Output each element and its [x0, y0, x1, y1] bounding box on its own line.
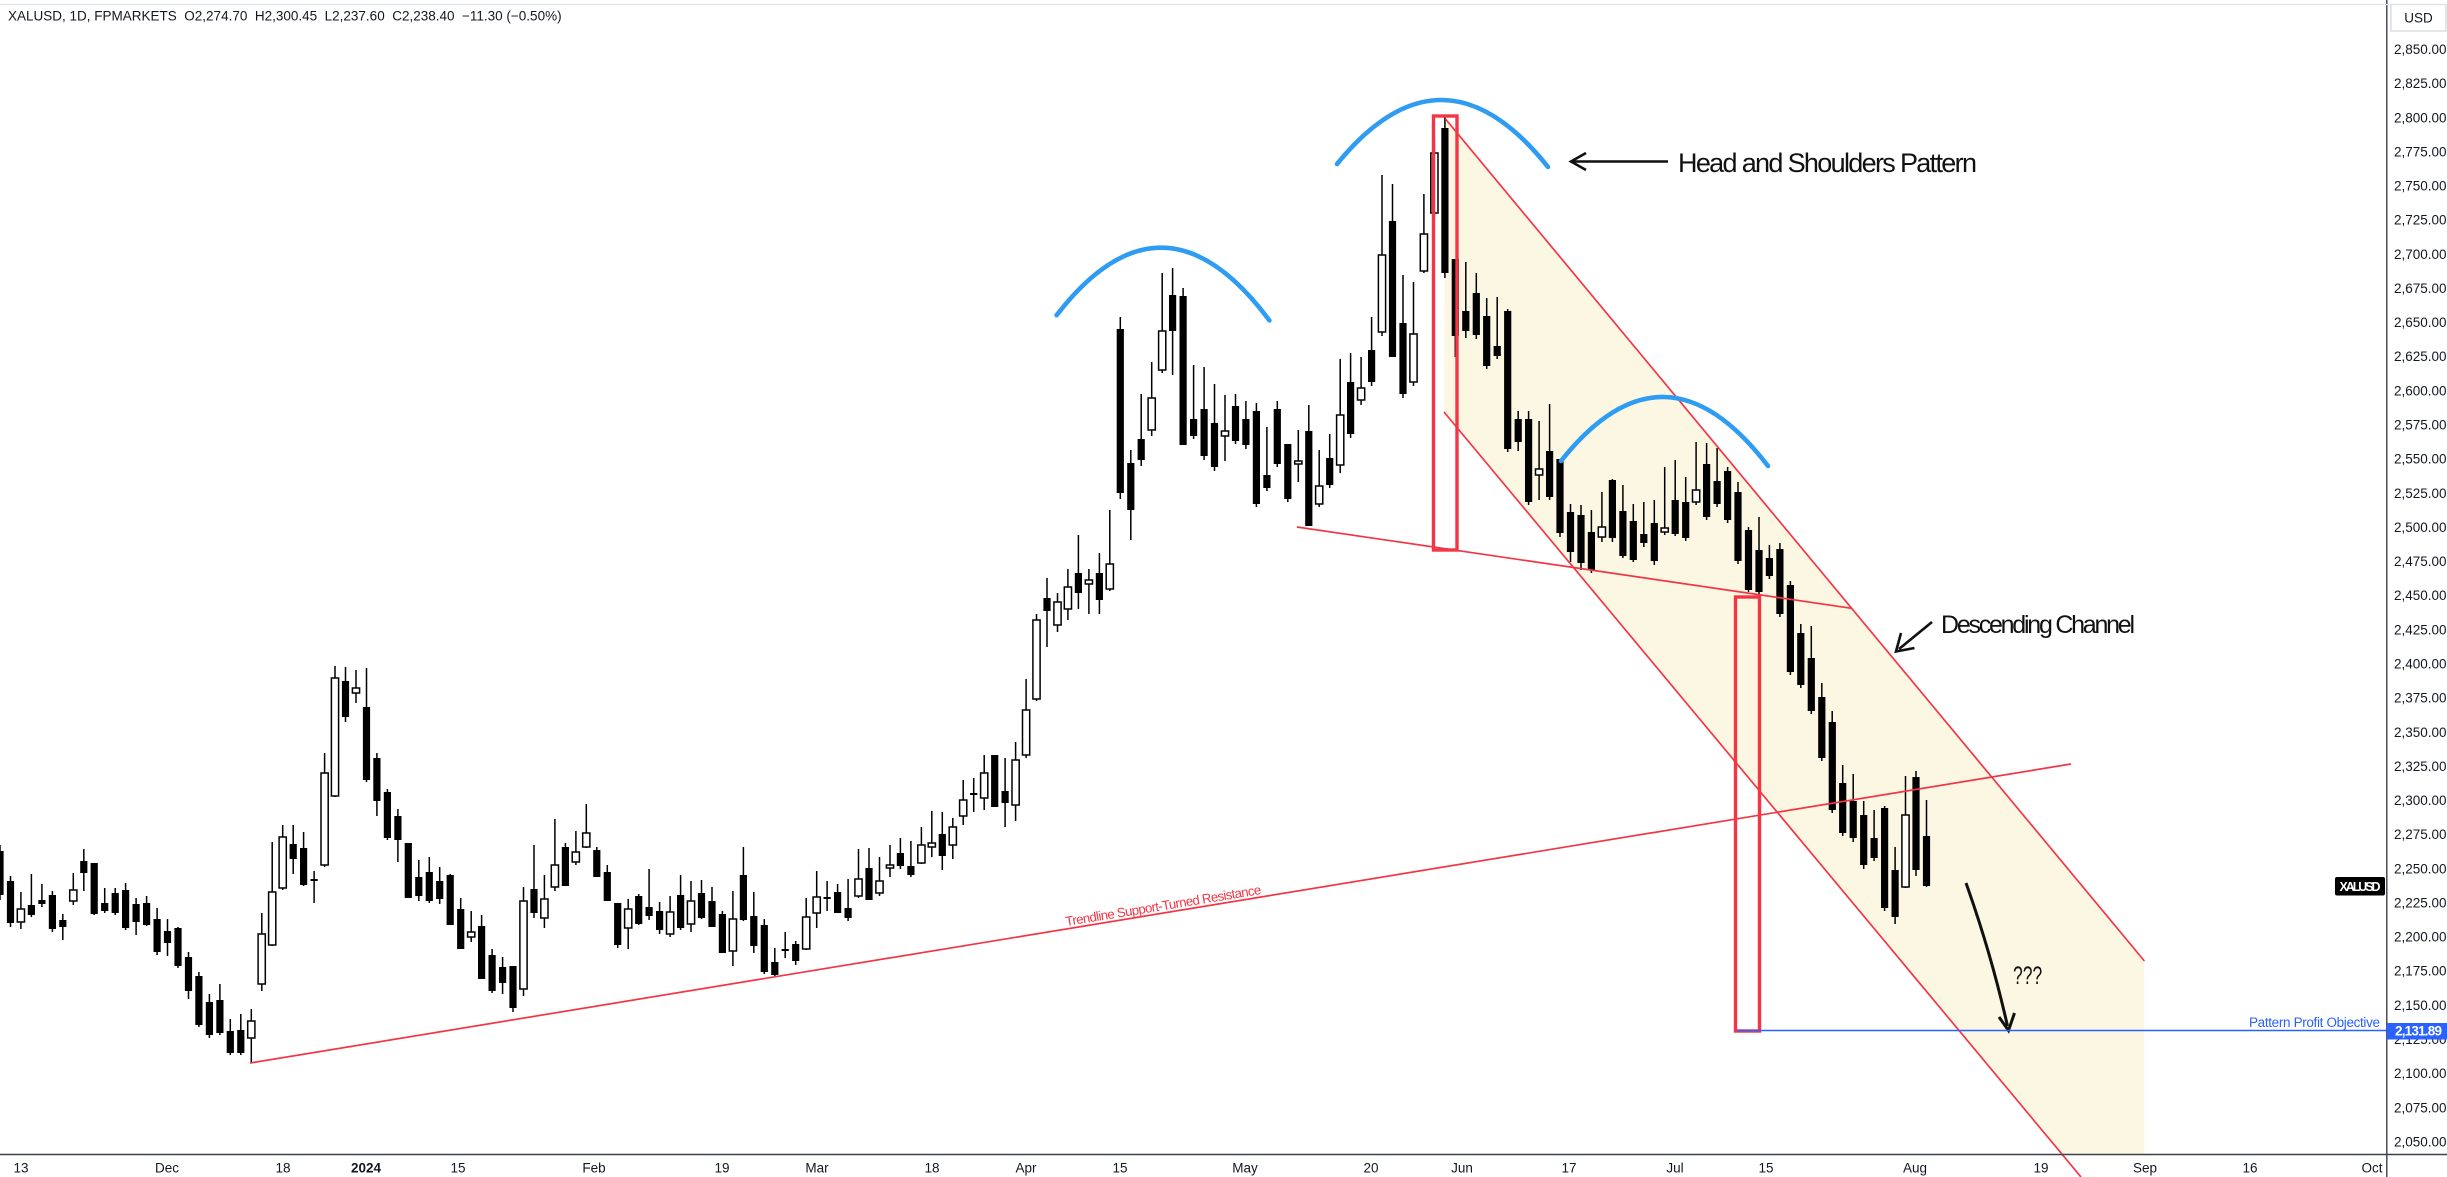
svg-text:2,250.00: 2,250.00 [2394, 861, 2447, 876]
svg-text:2,300.00: 2,300.00 [2394, 793, 2447, 808]
svg-text:2,475.00: 2,475.00 [2394, 554, 2447, 569]
svg-text:2,550.00: 2,550.00 [2394, 452, 2447, 467]
svg-text:2,650.00: 2,650.00 [2394, 315, 2447, 330]
svg-text:Mar: Mar [805, 1161, 829, 1176]
svg-text:Oct: Oct [2361, 1161, 2382, 1176]
svg-text:Sep: Sep [2133, 1161, 2157, 1176]
svg-text:19: 19 [714, 1161, 729, 1176]
svg-text:2,325.00: 2,325.00 [2394, 759, 2447, 774]
svg-text:2,575.00: 2,575.00 [2394, 418, 2447, 433]
svg-text:2,225.00: 2,225.00 [2394, 895, 2447, 910]
svg-text:2,800.00: 2,800.00 [2394, 110, 2447, 125]
svg-text:XALUSD, 1D, FPMARKETS O2,274.: XALUSD, 1D, FPMARKETS O2,274.70 H2,300.4… [8, 9, 562, 24]
svg-text:2,775.00: 2,775.00 [2394, 144, 2447, 159]
svg-text:2,350.00: 2,350.00 [2394, 725, 2447, 740]
svg-text:Jun: Jun [1451, 1161, 1473, 1176]
svg-text:???: ??? [2013, 961, 2042, 990]
svg-text:Pattern Profit Objective: Pattern Profit Objective [2249, 1015, 2380, 1030]
svg-text:17: 17 [1561, 1161, 1576, 1176]
svg-text:2,075.00: 2,075.00 [2394, 1100, 2447, 1115]
svg-text:2,725.00: 2,725.00 [2394, 213, 2447, 228]
svg-text:Feb: Feb [582, 1161, 605, 1176]
svg-text:2,050.00: 2,050.00 [2394, 1134, 2447, 1149]
svg-text:18: 18 [275, 1161, 290, 1176]
svg-text:2,275.00: 2,275.00 [2394, 827, 2447, 842]
svg-text:18: 18 [924, 1161, 939, 1176]
svg-text:2,500.00: 2,500.00 [2394, 520, 2447, 535]
svg-text:2,525.00: 2,525.00 [2394, 486, 2447, 501]
svg-text:2,675.00: 2,675.00 [2394, 281, 2447, 296]
svg-text:2,200.00: 2,200.00 [2394, 930, 2447, 945]
svg-text:2,700.00: 2,700.00 [2394, 247, 2447, 262]
svg-text:2,375.00: 2,375.00 [2394, 691, 2447, 706]
svg-text:15: 15 [1758, 1161, 1773, 1176]
svg-text:Jul: Jul [1666, 1161, 1683, 1176]
svg-text:2,600.00: 2,600.00 [2394, 383, 2447, 398]
svg-text:16: 16 [2242, 1161, 2257, 1176]
svg-text:19: 19 [2033, 1161, 2048, 1176]
svg-text:15: 15 [450, 1161, 465, 1176]
svg-text:2,150.00: 2,150.00 [2394, 998, 2447, 1013]
svg-text:2,100.00: 2,100.00 [2394, 1066, 2447, 1081]
svg-text:13: 13 [13, 1161, 28, 1176]
svg-text:2,825.00: 2,825.00 [2394, 76, 2447, 91]
svg-text:2,625.00: 2,625.00 [2394, 349, 2447, 364]
svg-text:Aug: Aug [1903, 1161, 1927, 1176]
svg-text:Head and Shoulders Pattern: Head and Shoulders Pattern [1678, 148, 1977, 178]
svg-text:USD: USD [2404, 11, 2433, 26]
svg-text:Descending Channel: Descending Channel [1941, 611, 2135, 639]
svg-text:XALUSD: XALUSD [2340, 880, 2381, 894]
svg-text:2024: 2024 [351, 1161, 382, 1176]
svg-text:2,400.00: 2,400.00 [2394, 657, 2447, 672]
svg-text:2,850.00: 2,850.00 [2394, 42, 2447, 57]
svg-text:2,450.00: 2,450.00 [2394, 588, 2447, 603]
svg-text:Trendline Support-Turned Resis: Trendline Support-Turned Resistance [1064, 882, 1262, 929]
svg-text:May: May [1232, 1161, 1258, 1176]
svg-text:Apr: Apr [1015, 1161, 1037, 1176]
svg-text:15: 15 [1112, 1161, 1127, 1176]
svg-text:Dec: Dec [155, 1161, 179, 1176]
svg-text:2,750.00: 2,750.00 [2394, 179, 2447, 194]
svg-text:2,131.89: 2,131.89 [2395, 1024, 2442, 1039]
svg-text:20: 20 [1363, 1161, 1378, 1176]
svg-text:2,425.00: 2,425.00 [2394, 622, 2447, 637]
svg-text:2,175.00: 2,175.00 [2394, 964, 2447, 979]
